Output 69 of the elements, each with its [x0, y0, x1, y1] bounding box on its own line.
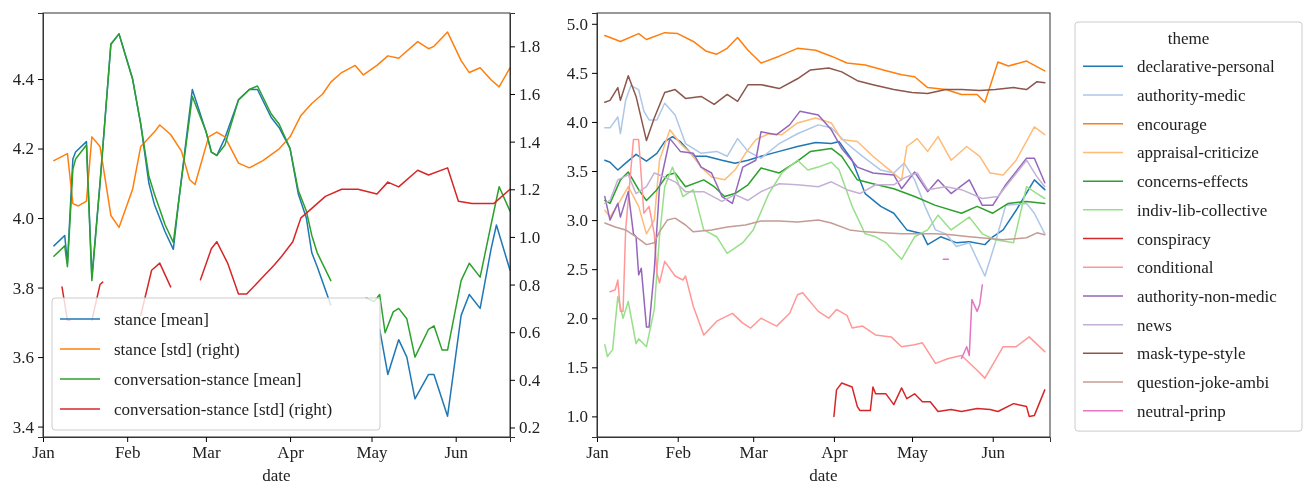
line-series — [53, 31, 510, 229]
legend-label: concerns-effects — [1137, 172, 1249, 192]
legend-label: encourage — [1137, 114, 1207, 134]
y-tick-label: 4.0 — [566, 112, 588, 132]
line-series — [833, 382, 1046, 418]
line-series — [604, 159, 1046, 205]
x-tick-label: May — [356, 443, 389, 463]
line-series — [604, 110, 1046, 328]
legend-title: theme — [1167, 29, 1210, 48]
y2-tick-label: 0.6 — [519, 323, 541, 343]
y-tick-label: 3.5 — [566, 161, 588, 181]
y-tick-label: 3.6 — [12, 348, 34, 368]
legend-label: question-joke-ambi — [1137, 373, 1270, 393]
x-tick-label: Feb — [665, 443, 691, 463]
legend-label: declarative-personal — [1137, 57, 1276, 77]
x-tick-label: Jan — [586, 443, 610, 463]
legend-label: appraisal-criticize — [1137, 143, 1259, 163]
legend-label: neutral-prinp — [1137, 401, 1226, 421]
x-tick-label: Mar — [739, 443, 769, 463]
x-tick-label: Jan — [32, 443, 56, 463]
legend-label: stance [std] (right) — [114, 340, 240, 359]
y-tick-label: 2.0 — [566, 309, 588, 329]
y2-tick-label: 0.4 — [519, 370, 541, 390]
y-tick-label: 5.0 — [566, 14, 588, 34]
line-series — [604, 31, 1046, 104]
legend-label: stance [mean] — [114, 310, 209, 329]
legend-label: news — [1137, 315, 1172, 335]
legend-label: authority-medic — [1137, 86, 1247, 106]
x-tick-label: Jun — [444, 443, 469, 463]
y-tick-label: 3.0 — [566, 211, 588, 231]
x-tick-label: Mar — [192, 443, 221, 463]
legend-label: conversation-stance [mean] — [114, 370, 302, 389]
legend-label: conditional — [1137, 258, 1214, 278]
y2-tick-label: 1.6 — [519, 84, 541, 104]
y-tick-label: 4.2 — [12, 139, 34, 159]
x-tick-label: Apr — [821, 443, 848, 463]
x-tick-label: Feb — [114, 443, 141, 463]
line-series — [604, 217, 1046, 246]
y2-tick-label: 0.2 — [519, 418, 541, 438]
line-series — [604, 84, 1046, 277]
x-tick-label: Apr — [277, 443, 305, 463]
y2-tick-label: 0.8 — [519, 275, 541, 295]
line-series — [604, 147, 1046, 214]
legend-label: authority-non-medic — [1137, 286, 1278, 306]
line-series — [609, 138, 1046, 379]
y-tick-label: 4.0 — [12, 208, 34, 228]
line-series — [604, 67, 1046, 142]
y2-tick-label: 1.0 — [519, 227, 541, 247]
legend-label: conspiracy — [1137, 229, 1212, 249]
legend-label: indiv-lib-collective — [1137, 200, 1268, 220]
y-tick-label: 4.5 — [566, 63, 588, 83]
line-series — [604, 117, 1046, 235]
legend-label: mask-type-style — [1137, 344, 1246, 364]
line-series — [604, 135, 1046, 246]
y2-tick-label: 1.2 — [519, 180, 541, 200]
y-tick-label: 3.8 — [12, 278, 34, 298]
y-tick-label: 2.5 — [566, 260, 588, 280]
legend-label: conversation-stance [std] (right) — [114, 400, 333, 419]
y-tick-label: 1.0 — [566, 407, 588, 427]
x-axis-title: date — [262, 466, 291, 485]
y2-tick-label: 1.8 — [519, 37, 541, 57]
y2-tick-label: 1.4 — [519, 132, 541, 152]
x-tick-label: May — [896, 443, 929, 463]
y-tick-label: 1.5 — [566, 358, 588, 378]
line-series — [604, 159, 1046, 358]
y-tick-label: 3.4 — [12, 417, 35, 437]
y-tick-label: 4.4 — [12, 69, 35, 89]
x-axis-title: date — [809, 466, 838, 485]
x-tick-label: Jun — [981, 443, 1006, 463]
